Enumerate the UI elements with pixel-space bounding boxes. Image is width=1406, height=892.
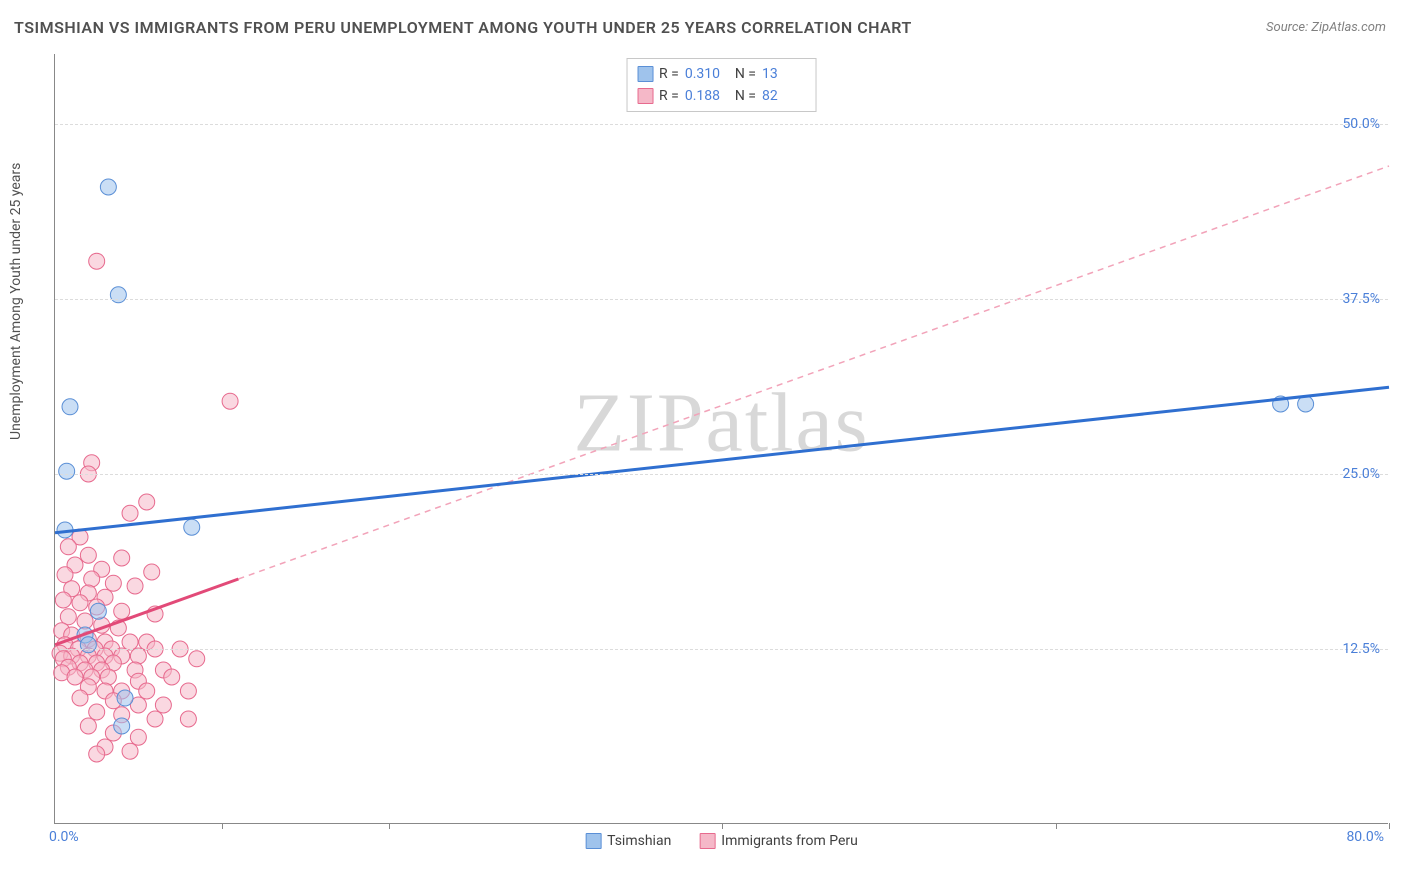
trend-line xyxy=(238,166,1389,579)
data-point xyxy=(180,711,196,727)
data-point xyxy=(122,634,138,650)
data-point xyxy=(89,253,105,269)
data-point xyxy=(164,669,180,685)
data-point xyxy=(59,463,75,479)
gridline xyxy=(55,474,1388,475)
data-point xyxy=(89,704,105,720)
data-point xyxy=(55,592,71,608)
data-point xyxy=(114,718,130,734)
chart-title: TSIMSHIAN VS IMMIGRANTS FROM PERU UNEMPL… xyxy=(14,18,912,37)
y-tick-label: 50.0% xyxy=(1342,116,1380,132)
data-point xyxy=(189,651,205,667)
data-point xyxy=(80,718,96,734)
x-tick-mark xyxy=(1056,823,1057,829)
data-point xyxy=(222,393,238,409)
data-point xyxy=(147,711,163,727)
data-point xyxy=(155,697,171,713)
legend-series-box: Tsimshian Immigrants from Peru xyxy=(585,833,858,849)
data-point xyxy=(130,648,146,664)
data-point xyxy=(80,547,96,563)
data-point xyxy=(122,505,138,521)
data-point xyxy=(139,494,155,510)
data-point xyxy=(139,683,155,699)
trend-line xyxy=(55,387,1389,533)
legend-series-item: Tsimshian xyxy=(585,833,671,849)
data-point xyxy=(180,683,196,699)
legend-series-label: Immigrants from Peru xyxy=(721,833,858,849)
data-point xyxy=(122,743,138,759)
data-point xyxy=(100,669,116,685)
gridline xyxy=(55,299,1388,300)
legend-series-item: Immigrants from Peru xyxy=(699,833,858,849)
legend-series-label: Tsimshian xyxy=(607,833,671,849)
chart-container: TSIMSHIAN VS IMMIGRANTS FROM PERU UNEMPL… xyxy=(0,0,1406,892)
data-point xyxy=(90,603,106,619)
data-point xyxy=(130,729,146,745)
data-point xyxy=(105,575,121,591)
source-label: Source: ZipAtlas.com xyxy=(1266,20,1386,35)
data-point xyxy=(184,519,200,535)
data-point xyxy=(110,287,126,303)
x-tick-mark xyxy=(222,823,223,829)
y-axis-label: Unemployment Among Youth under 25 years xyxy=(8,163,24,440)
data-point xyxy=(62,399,78,415)
y-tick-label: 37.5% xyxy=(1342,291,1380,307)
data-point xyxy=(72,690,88,706)
data-point xyxy=(84,571,100,587)
plot-area: ZIPatlas R = 0.310 N = 13 R = 0.188 N = … xyxy=(54,54,1388,824)
data-point xyxy=(144,564,160,580)
x-tick-min: 0.0% xyxy=(49,829,79,845)
x-tick-mark xyxy=(722,823,723,829)
legend-swatch-icon xyxy=(585,833,601,849)
data-point xyxy=(114,550,130,566)
data-point xyxy=(127,578,143,594)
data-point xyxy=(100,179,116,195)
y-tick-label: 12.5% xyxy=(1342,641,1380,657)
data-point xyxy=(114,603,130,619)
legend-swatch-icon xyxy=(699,833,715,849)
plot-svg xyxy=(55,54,1388,823)
data-point xyxy=(67,669,83,685)
y-tick-label: 25.0% xyxy=(1342,466,1380,482)
data-point xyxy=(60,539,76,555)
x-tick-mark xyxy=(389,823,390,829)
data-point xyxy=(72,595,88,611)
x-tick-mark xyxy=(1389,823,1390,829)
gridline xyxy=(55,124,1388,125)
x-tick-max: 80.0% xyxy=(1346,829,1384,845)
gridline xyxy=(55,649,1388,650)
data-point xyxy=(89,746,105,762)
data-point xyxy=(80,637,96,653)
data-point xyxy=(117,690,133,706)
